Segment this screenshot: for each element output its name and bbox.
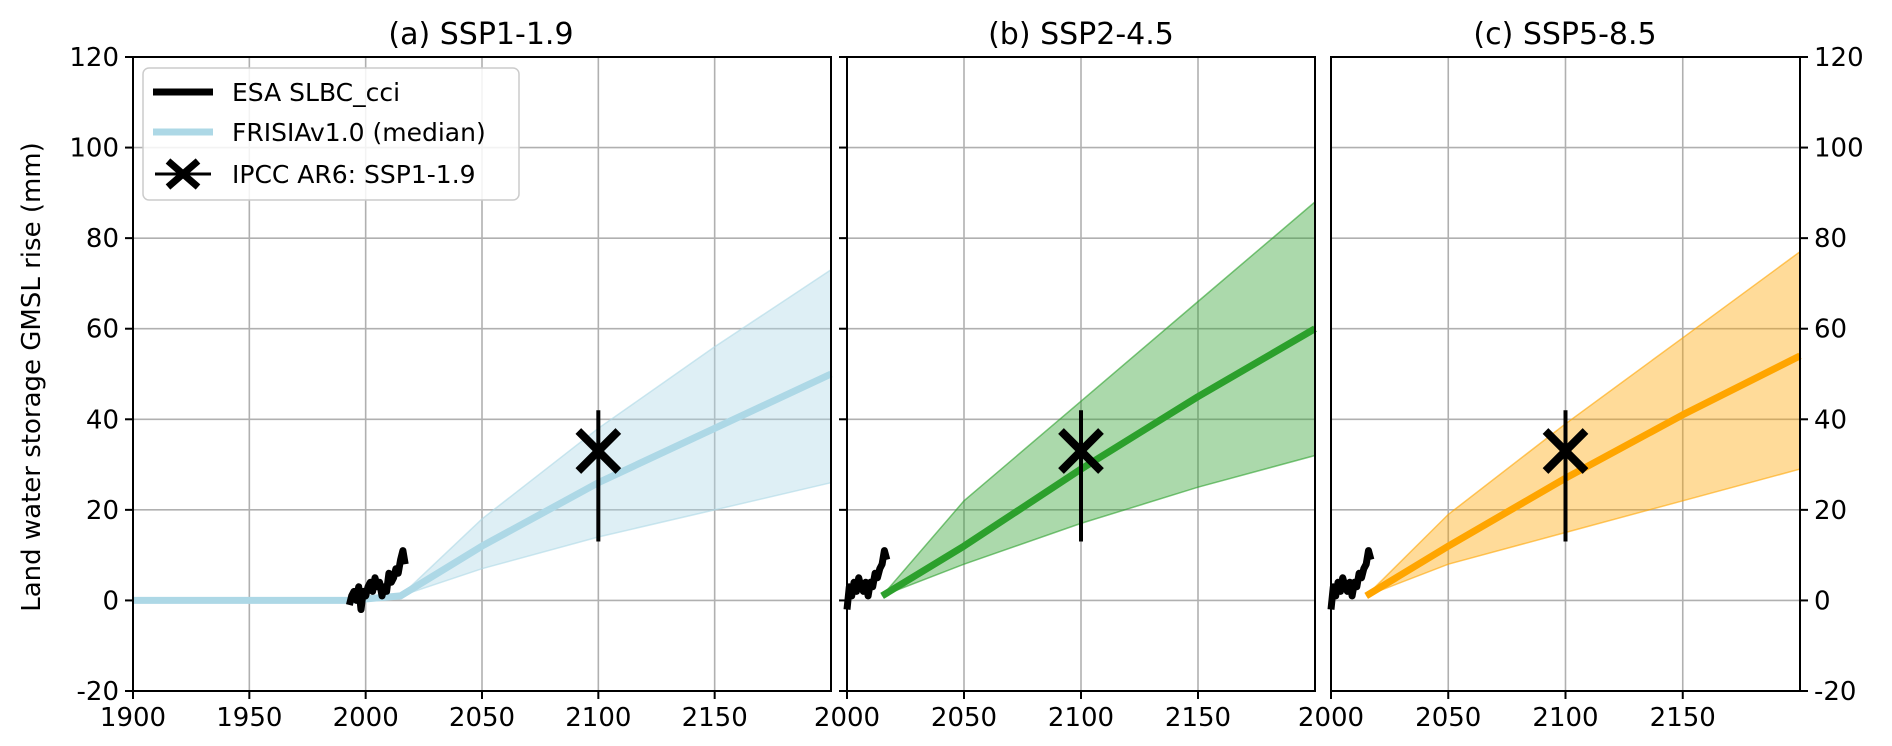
panel-a-y-tick-label: 100 (69, 134, 119, 164)
panel-b-ipcc-x-stroke (1058, 428, 1104, 474)
panel-c-y-tick-label: 0 (1814, 586, 1831, 616)
panel-b-ipcc-marker (1058, 410, 1104, 542)
panel-b-band-area (881, 200, 1316, 597)
panel-c-x-tick-label: 2000 (1298, 703, 1364, 733)
panel-a-observations-line (346, 547, 409, 613)
panel-a-y-tick-label: -20 (77, 677, 119, 707)
panel-b-observations-line (843, 547, 891, 610)
panel-c-x-ticks: 2000 2050 2100 2150 (1298, 691, 1716, 733)
legend-label-esa: ESA SLBC_cci (232, 78, 400, 107)
panel-c-uncertainty-band (1365, 250, 1801, 597)
panel-c-x-tick-label: 2150 (1650, 703, 1716, 733)
panel-c-observations-line (1327, 547, 1375, 610)
panel-a-x-tick-label: 2100 (565, 703, 631, 733)
panel-c-y-tick-label: 80 (1814, 224, 1847, 254)
panel-b-y-ticks (839, 56, 847, 692)
panel-a-observations-path (346, 547, 409, 613)
panel-a-ipcc-marker (575, 410, 622, 542)
panel-c-y-tick-label: 40 (1814, 405, 1847, 435)
legend-swatch-ipcc (155, 158, 211, 190)
legend: ESA SLBC_cci FRISIAv1.0 (median) IPCC AR… (142, 67, 520, 201)
panel-a-y-tick-label: 40 (86, 405, 119, 435)
panel-b: (b) SSP2-4.5 2000 2050 2100 2150 (814, 17, 1317, 733)
panel-b-title: (b) SSP2-4.5 (988, 17, 1174, 52)
panel-a-ipcc-x-stroke (575, 428, 622, 474)
legend-label-frisia: FRISIAv1.0 (median) (232, 118, 486, 147)
panel-a-y-tick-label: 120 (69, 43, 119, 73)
panel-b-x-tick-label: 2050 (931, 703, 997, 733)
panel-a-x-tick-label: 1900 (100, 703, 166, 733)
legend-label-ipcc: IPCC AR6: SSP1-1.9 (232, 160, 476, 189)
panel-b-x-tick-label: 2150 (1165, 703, 1231, 733)
panel-b-x-tick-label: 2100 (1048, 703, 1114, 733)
panel-a-x-tick-label: 2050 (449, 703, 515, 733)
panel-a-y-tick-label: 20 (86, 496, 119, 526)
panel-a-title: (a) SSP1-1.9 (388, 17, 573, 52)
panel-c-observations-path (1327, 547, 1375, 610)
panel-a-y-tick-label: 0 (102, 586, 119, 616)
panel-c-x-tick-label: 2100 (1532, 703, 1598, 733)
panel-c-y-ticks: -20 0 20 40 60 80 100 120 (1800, 43, 1864, 707)
panel-c-title: (c) SSP5-8.5 (1473, 17, 1656, 52)
panel-b-x-ticks: 2000 2050 2100 2150 (814, 691, 1231, 733)
y-axis-label: Land water storage GMSL rise (mm) (17, 142, 47, 612)
panel-b-observations-path (843, 547, 891, 610)
panel-a-x-ticks: 1900 1950 2000 2050 2100 2150 (100, 691, 748, 733)
panel-b-x-tick-label: 2000 (814, 703, 880, 733)
panel-c-ipcc-x-stroke (1542, 428, 1589, 474)
panel-c-x-tick-label: 2050 (1415, 703, 1481, 733)
panel-c-y-tick-label: 120 (1814, 43, 1864, 73)
panel-c-ipcc-marker (1542, 410, 1589, 542)
panel-c-y-tick-label: 100 (1814, 134, 1864, 164)
legend-box (142, 67, 520, 201)
panel-c-y-tick-label: 20 (1814, 496, 1847, 526)
panel-b-uncertainty-band (881, 200, 1316, 597)
panel-a-y-tick-label: 60 (86, 315, 119, 345)
panel-a-x-tick-label: 2000 (333, 703, 399, 733)
panel-a-y-tick-label: 80 (86, 224, 119, 254)
panel-c-y-tick-label: 60 (1814, 315, 1847, 345)
panel-c-y-tick-label: -20 (1814, 677, 1856, 707)
panel-a-x-tick-label: 1950 (216, 703, 282, 733)
panel-c: (c) SSP5-8.5 2000 2050 2100 2150 -20 0 20 40 60… (1298, 17, 1864, 733)
panel-a-x-tick-label: 2150 (682, 703, 748, 733)
panel-a-y-ticks: -20 0 20 40 60 80 100 120 (69, 43, 133, 707)
panel-c-band-area (1365, 250, 1801, 597)
